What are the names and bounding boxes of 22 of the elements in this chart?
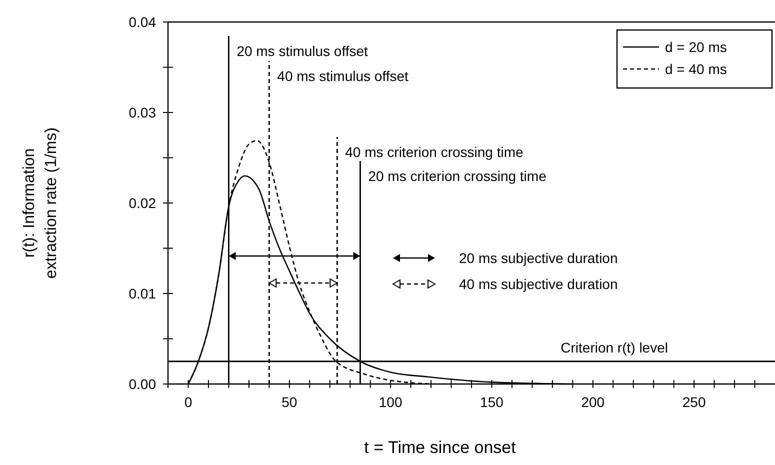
x-tick-label: 100 [378,394,402,410]
x-tick-label: 50 [282,394,298,410]
ref-line-label: 40 ms stimulus offset [277,68,409,84]
ref-line-label: 20 ms criterion crossing time [368,168,547,184]
x-tick-label: 0 [184,394,192,410]
ref-line-label: Criterion r(t) level [560,339,668,356]
y-tick-label: 0.01 [128,285,156,302]
x-tick-label: 200 [581,394,605,410]
x-tick-label: 250 [682,394,706,410]
ref-line-label: 40 ms criterion crossing time [345,144,524,160]
legend-label: d = 20 ms [665,38,727,55]
y-tick-label: 0.04 [128,14,156,30]
legend-label: d = 40 ms [665,60,727,77]
y-tick-label: 0.03 [128,104,156,120]
x-tick-label: 150 [480,394,504,410]
y-tick-label: 0.00 [128,376,156,392]
y-axis-title: r(t): Information extraction rate (1/ms) [21,127,60,279]
x-axis-title: t = Time since onset [364,438,516,457]
annotation: 20 ms subjective duration [459,250,618,266]
y-tick-label: 0.02 [128,194,156,211]
annotation: 40 ms subjective duration [459,276,618,292]
ref-line-label: 20 ms stimulus offset [236,42,368,59]
